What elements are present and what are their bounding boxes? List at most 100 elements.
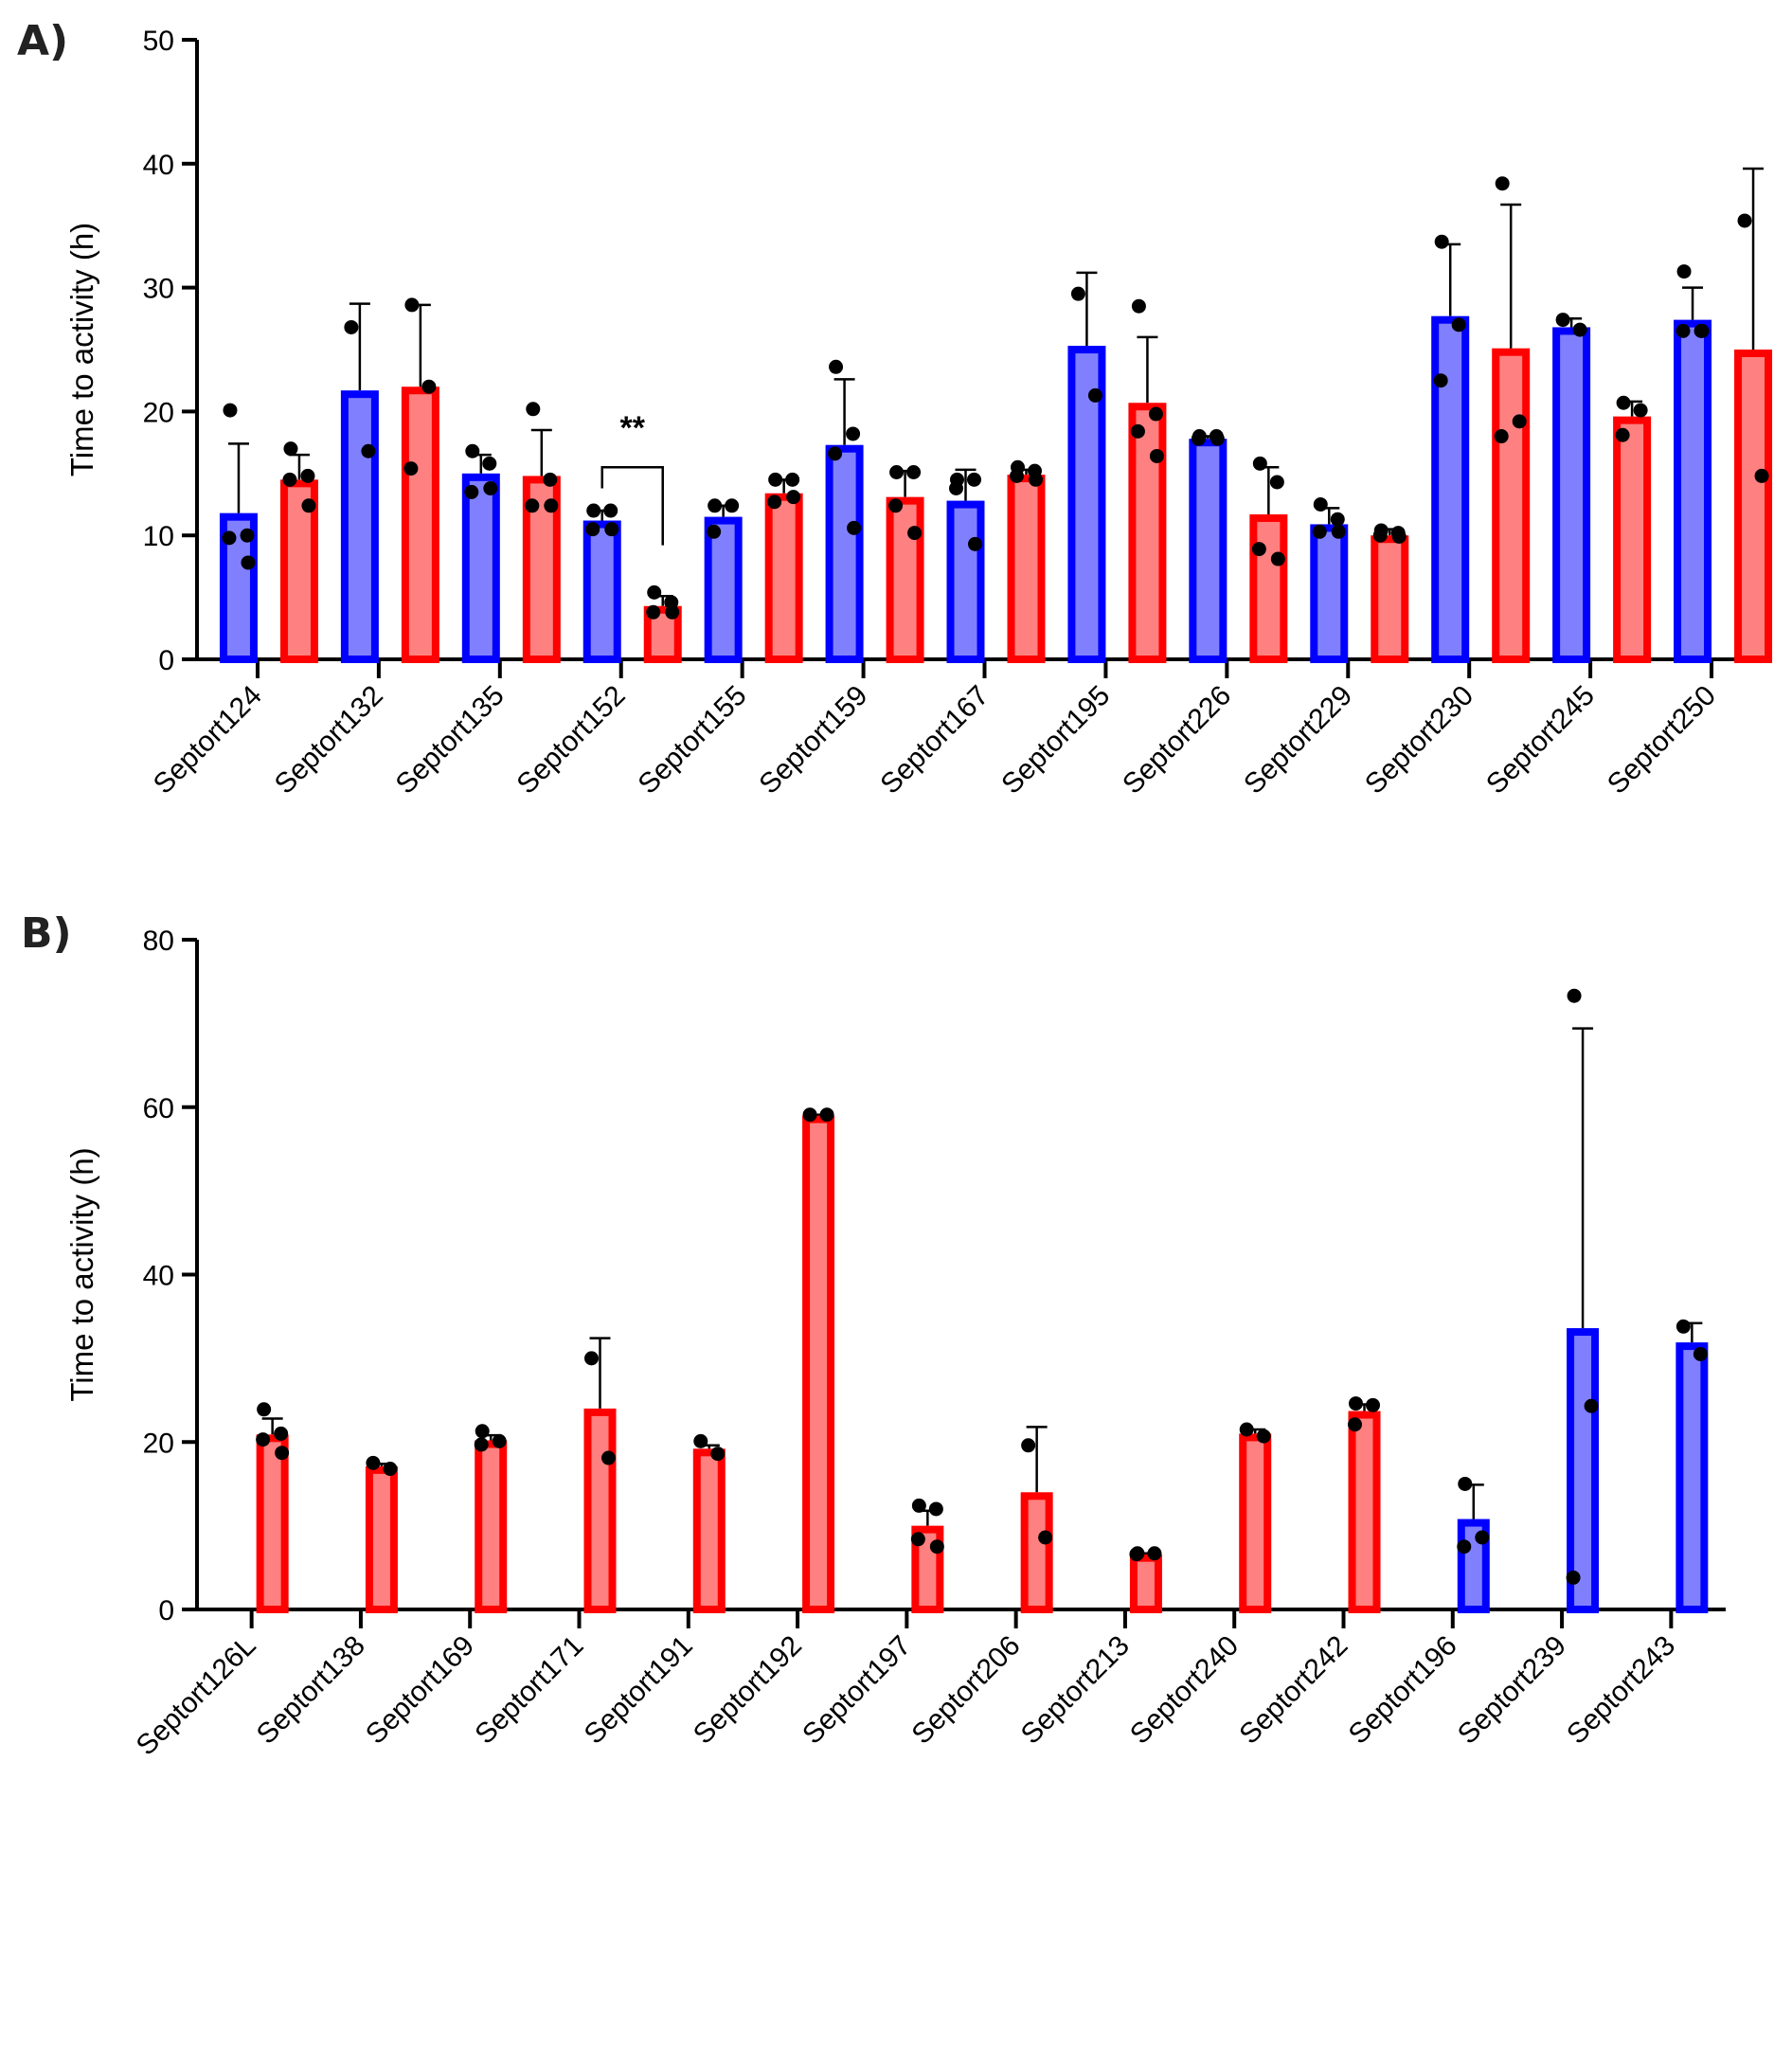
data-point xyxy=(256,1432,271,1447)
data-point xyxy=(1147,1546,1162,1561)
x-tick-label: Septort213 xyxy=(1015,1630,1136,1751)
data-point xyxy=(464,484,479,499)
data-point xyxy=(1021,1438,1036,1453)
data-point xyxy=(1615,427,1630,442)
x-tick-label: Septort196 xyxy=(1343,1630,1463,1751)
bar xyxy=(1567,1328,1600,1614)
data-point xyxy=(465,443,480,458)
data-point xyxy=(929,1539,944,1555)
data-point xyxy=(1251,542,1266,557)
bar xyxy=(764,493,803,664)
data-point xyxy=(1458,1476,1473,1491)
bar xyxy=(256,1434,289,1614)
data-point xyxy=(241,555,256,570)
data-point xyxy=(1694,323,1710,338)
x-tick-label: Septort226 xyxy=(1117,680,1237,800)
bar xyxy=(1020,1492,1053,1614)
data-point xyxy=(586,503,601,518)
data-point xyxy=(282,472,297,487)
data-point xyxy=(1331,524,1346,539)
data-point xyxy=(911,1498,926,1513)
panel-label-b: B) xyxy=(21,909,72,958)
data-point xyxy=(828,446,843,461)
bar xyxy=(704,516,743,664)
data-point xyxy=(1366,1397,1380,1412)
bar xyxy=(886,496,924,663)
data-point xyxy=(1252,456,1267,471)
data-point xyxy=(1616,395,1631,410)
data-point xyxy=(725,498,740,513)
bar xyxy=(1676,1342,1709,1613)
data-point xyxy=(1566,1570,1581,1585)
data-point xyxy=(1029,472,1043,487)
data-point xyxy=(404,297,420,313)
y-axis-title: Time to activity (h) xyxy=(64,1147,99,1401)
data-point xyxy=(1512,414,1527,429)
bar xyxy=(1492,348,1531,663)
data-point xyxy=(708,498,723,513)
data-point xyxy=(949,480,963,495)
data-point xyxy=(421,379,437,394)
data-point xyxy=(710,1447,726,1462)
data-point xyxy=(829,359,844,374)
data-point xyxy=(967,472,981,487)
data-point xyxy=(1239,1422,1254,1437)
data-point xyxy=(1312,524,1327,539)
bar xyxy=(692,1448,726,1613)
data-point xyxy=(1434,234,1449,249)
x-tick-label: Septort245 xyxy=(1480,680,1601,800)
data-point xyxy=(1010,468,1024,483)
data-point xyxy=(603,503,618,518)
x-tick-label: Septort159 xyxy=(753,680,873,800)
data-point xyxy=(492,1433,507,1448)
data-point xyxy=(646,604,661,620)
bar xyxy=(946,500,985,663)
x-tick-label: Septort124 xyxy=(148,680,268,800)
x-tick-label: Septort171 xyxy=(469,1630,589,1751)
significance-label: ** xyxy=(619,410,645,446)
data-point xyxy=(1129,1547,1144,1562)
panel-label-a: A) xyxy=(17,17,68,65)
x-tick-label: Septort243 xyxy=(1561,1630,1681,1751)
bar xyxy=(1348,1411,1381,1614)
data-point xyxy=(1148,406,1163,422)
data-point xyxy=(1149,448,1164,463)
data-point xyxy=(543,472,558,487)
data-point xyxy=(474,1437,489,1452)
data-point xyxy=(1313,497,1328,512)
x-tick-label: Septort138 xyxy=(251,1630,371,1751)
bar xyxy=(475,1440,508,1614)
panel-b-chart: 0 20 40 60 80 Time to activity (h) Septort126L… xyxy=(64,926,1726,1762)
x-tick-label: Septort152 xyxy=(511,680,632,800)
data-point xyxy=(1567,988,1582,1003)
data-point xyxy=(361,443,376,458)
data-point xyxy=(1451,317,1466,333)
data-point xyxy=(968,536,982,551)
data-point xyxy=(1191,431,1206,446)
bar xyxy=(825,444,864,663)
x-tick-label: Septort191 xyxy=(579,1630,699,1751)
data-point xyxy=(1584,1398,1599,1413)
data-point xyxy=(1475,1530,1490,1545)
data-point xyxy=(1433,373,1448,388)
significance-bracket xyxy=(600,466,664,546)
data-point xyxy=(403,461,419,476)
bar xyxy=(279,479,318,663)
data-point xyxy=(301,498,316,513)
data-point xyxy=(283,441,298,457)
bar xyxy=(365,1465,398,1614)
x-tick-label: Septort195 xyxy=(995,680,1116,800)
bar xyxy=(1239,1433,1272,1613)
data-point xyxy=(1349,1396,1363,1411)
x-tick-label: Septort242 xyxy=(1233,1630,1353,1751)
data-point xyxy=(1391,530,1407,545)
x-tick-label: Septort240 xyxy=(1124,1630,1245,1751)
data-point xyxy=(665,604,680,620)
data-point xyxy=(906,464,922,479)
bar xyxy=(461,473,500,663)
data-point xyxy=(802,1107,817,1123)
bar xyxy=(401,386,439,663)
x-tick-label: Septort192 xyxy=(688,1630,808,1751)
data-point xyxy=(767,494,782,510)
y-tick-label: 80 xyxy=(143,926,174,957)
